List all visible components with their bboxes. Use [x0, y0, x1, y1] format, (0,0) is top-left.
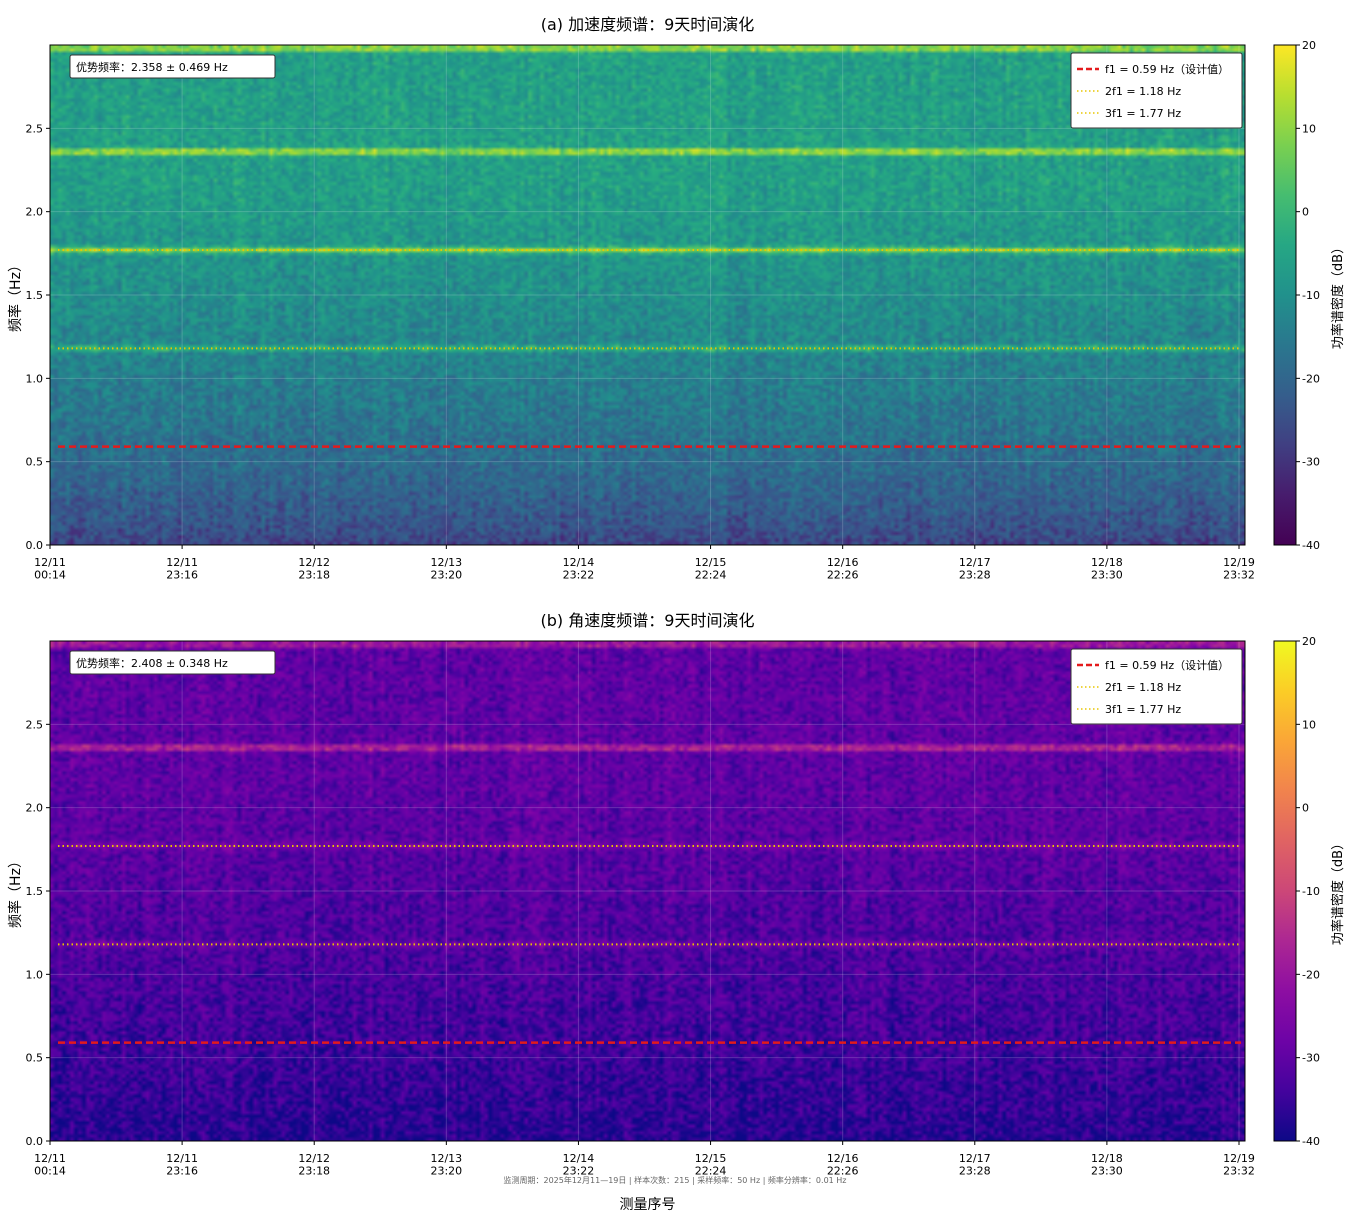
x-tick-label: 12/16 22:26 — [827, 556, 859, 582]
x-tick-label: 12/13 23:20 — [430, 556, 462, 582]
colorbar-label: 功率谱密度（dB） — [1330, 837, 1346, 945]
x-tick-label: 12/15 22:24 — [695, 1152, 727, 1178]
spectrogram-panel-a: (a) 加速度频谱：9天时间演化 0.0 0.5 1.0 1.5 2.0 2.5 频率（Hz）… — [7, 15, 1346, 582]
legend-label: 3f1 = 1.77 Hz — [1105, 107, 1181, 120]
x-tick-label: 12/17 23:28 — [959, 1152, 991, 1178]
x-tick-label: 12/18 23:30 — [1091, 1152, 1123, 1178]
colorbar-tick-label: -40 — [1302, 1135, 1320, 1148]
legend-label: 3f1 = 1.77 Hz — [1105, 703, 1181, 716]
legend-label: 2f1 = 1.18 Hz — [1105, 681, 1181, 694]
x-tick-label: 12/19 23:32 — [1223, 556, 1255, 582]
y-tick-label: 0.5 — [26, 456, 44, 469]
x-tick-label: 12/11 23:16 — [166, 1152, 198, 1178]
y-tick-label: 1.0 — [26, 372, 44, 385]
x-tick-label: 12/17 23:28 — [959, 556, 991, 582]
legend — [1070, 52, 1243, 129]
colorbar-tick-label: -30 — [1302, 456, 1320, 469]
colorbar-tick-label: -40 — [1302, 539, 1320, 552]
x-tick-label: 12/11 00:14 — [34, 556, 66, 582]
y-tick-label: 2.5 — [26, 718, 44, 731]
legend — [1070, 648, 1243, 725]
y-tick-label: 2.0 — [26, 802, 44, 815]
x-tick-label: 12/11 00:14 — [34, 1152, 66, 1178]
colorbar-label: 功率谱密度（dB） — [1330, 241, 1346, 349]
colorbar-tick-label: 0 — [1302, 206, 1309, 219]
x-tick-label: 12/14 23:22 — [563, 556, 595, 582]
y-tick-label: 1.5 — [26, 885, 44, 898]
y-tick-label: 0.0 — [26, 1135, 44, 1148]
x-tick-label: 12/16 22:26 — [827, 1152, 859, 1178]
heatmap-raster — [50, 45, 1245, 545]
colorbar-tick-label: -20 — [1302, 372, 1320, 385]
y-tick-label: 2.0 — [26, 206, 44, 219]
x-axis-label: 测量序号 — [620, 1197, 676, 1213]
colorbar — [1273, 44, 1297, 546]
colorbar-tick-label: -10 — [1302, 885, 1320, 898]
colorbar-tick-label: -10 — [1302, 289, 1320, 302]
colorbar-tick-label: 10 — [1302, 122, 1316, 135]
colorbar-tick-label: 0 — [1302, 802, 1309, 815]
heatmap-raster — [50, 641, 1245, 1141]
dominant-frequency-text: 优势频率：2.408 ± 0.348 Hz — [76, 656, 228, 670]
legend-label: f1 = 0.59 Hz（设计值） — [1105, 659, 1229, 672]
x-tick-label: 12/12 23:18 — [298, 1152, 330, 1178]
dominant-frequency-text: 优势频率：2.358 ± 0.469 Hz — [76, 60, 228, 74]
y-tick-label: 1.5 — [26, 289, 44, 302]
chart-title: (b) 角速度频谱：9天时间演化 — [541, 611, 755, 630]
colorbar-tick-label: -30 — [1302, 1052, 1320, 1065]
y-axis-label: 频率（Hz） — [7, 258, 24, 332]
x-tick-label: 12/15 22:24 — [695, 556, 727, 582]
footer-note: 监测周期：2025年12月11—19日 | 样本次数：215 | 采样频率：50… — [503, 1175, 846, 1185]
x-tick-label: 12/13 23:20 — [430, 1152, 462, 1178]
y-axis-label: 频率（Hz） — [7, 854, 24, 928]
chart-title: (a) 加速度频谱：9天时间演化 — [541, 15, 755, 34]
x-tick-label: 12/19 23:32 — [1223, 1152, 1255, 1178]
y-tick-label: 0.0 — [26, 539, 44, 552]
legend-label: f1 = 0.59 Hz（设计值） — [1105, 63, 1229, 76]
x-tick-label: 12/11 23:16 — [166, 556, 198, 582]
y-tick-label: 0.5 — [26, 1052, 44, 1065]
colorbar-tick-label: 20 — [1302, 635, 1316, 648]
colorbar-tick-label: 20 — [1302, 39, 1316, 52]
y-tick-label: 2.5 — [26, 122, 44, 135]
colorbar-tick-label: -20 — [1302, 968, 1320, 981]
x-tick-label: 12/14 23:22 — [563, 1152, 595, 1178]
x-tick-label: 12/12 23:18 — [298, 556, 330, 582]
dominant-frequency-box — [69, 650, 276, 675]
colorbar-tick-label: 10 — [1302, 718, 1316, 731]
colorbar — [1273, 640, 1297, 1142]
y-tick-label: 1.0 — [26, 968, 44, 981]
dominant-frequency-box — [69, 54, 276, 79]
legend-label: 2f1 = 1.18 Hz — [1105, 85, 1181, 98]
x-tick-label: 12/18 23:30 — [1091, 556, 1123, 582]
spectrogram-panel-b: (b) 角速度频谱：9天时间演化 0.0 0.5 1.0 1.5 2.0 2.5 频率（Hz）… — [7, 611, 1346, 1213]
